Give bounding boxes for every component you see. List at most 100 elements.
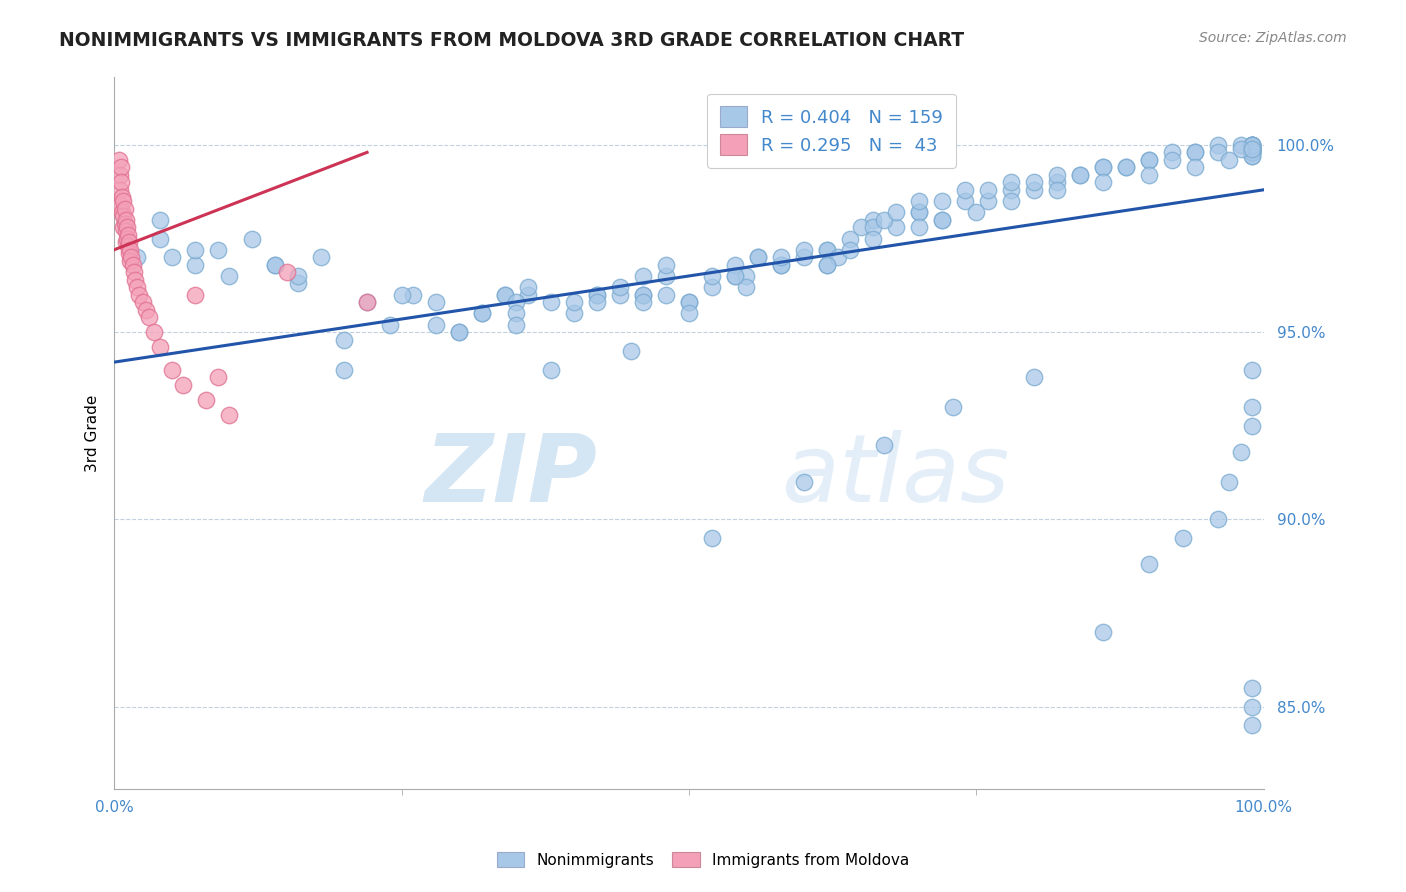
Point [111,205,134,219]
Point [873,212,896,227]
Point [1241,142,1264,156]
Point [1091,161,1114,175]
Point [586,287,609,301]
Point [873,437,896,451]
Point [149,212,172,227]
Point [110,175,132,189]
Point [815,243,838,257]
Point [907,205,929,219]
Point [505,318,527,332]
Point [700,280,723,294]
Point [827,250,849,264]
Point [1206,512,1229,526]
Point [108,168,131,182]
Point [333,362,356,376]
Point [1241,145,1264,160]
Point [1241,681,1264,695]
Point [907,220,929,235]
Point [769,258,792,272]
Legend: Nonimmigrants, Immigrants from Moldova: Nonimmigrants, Immigrants from Moldova [491,846,915,873]
Point [724,268,747,283]
Point [391,287,413,301]
Point [276,265,298,279]
Point [107,153,129,167]
Point [1241,137,1264,152]
Point [1241,142,1264,156]
Point [132,295,155,310]
Point [678,295,700,310]
Point [862,212,884,227]
Point [609,287,631,301]
Point [471,306,494,320]
Point [1115,161,1137,175]
Point [1046,168,1069,182]
Point [793,475,815,489]
Point [517,280,540,294]
Point [735,280,758,294]
Point [264,258,287,272]
Point [942,400,965,414]
Point [287,268,309,283]
Point [1241,149,1264,163]
Point [356,295,378,310]
Y-axis label: 3rd Grade: 3rd Grade [86,394,100,472]
Text: atlas: atlas [780,431,1010,522]
Point [183,243,205,257]
Point [1241,142,1264,156]
Point [1241,418,1264,433]
Point [505,295,527,310]
Point [700,268,723,283]
Point [815,243,838,257]
Point [1137,558,1160,572]
Point [517,287,540,301]
Point [586,295,609,310]
Point [114,224,136,238]
Point [1091,624,1114,639]
Point [1046,175,1069,189]
Point [700,531,723,545]
Point [108,183,131,197]
Point [108,198,131,212]
Point [1241,137,1264,152]
Point [494,287,516,301]
Point [1022,183,1045,197]
Point [172,377,194,392]
Point [287,277,309,291]
Point [977,194,1000,208]
Point [117,227,139,242]
Point [240,231,263,245]
Point [114,202,136,216]
Point [183,258,205,272]
Point [120,254,142,268]
Point [447,325,470,339]
Point [965,205,987,219]
Point [884,220,907,235]
Point [1241,137,1264,152]
Point [562,306,585,320]
Point [425,318,447,332]
Point [631,287,654,301]
Point [135,302,157,317]
Point [1000,194,1022,208]
Point [309,250,332,264]
Point [1137,168,1160,182]
Point [1171,531,1194,545]
Point [117,239,139,253]
Point [1241,137,1264,152]
Point [1229,445,1251,459]
Point [862,231,884,245]
Point [264,258,287,272]
Point [115,220,138,235]
Point [1115,161,1137,175]
Point [1241,699,1264,714]
Point [540,362,562,376]
Point [1069,168,1091,182]
Point [1241,137,1264,152]
Point [378,318,401,332]
Point [793,243,815,257]
Point [815,258,838,272]
Point [1241,400,1264,414]
Point [1241,362,1264,376]
Point [907,194,929,208]
Point [207,370,229,384]
